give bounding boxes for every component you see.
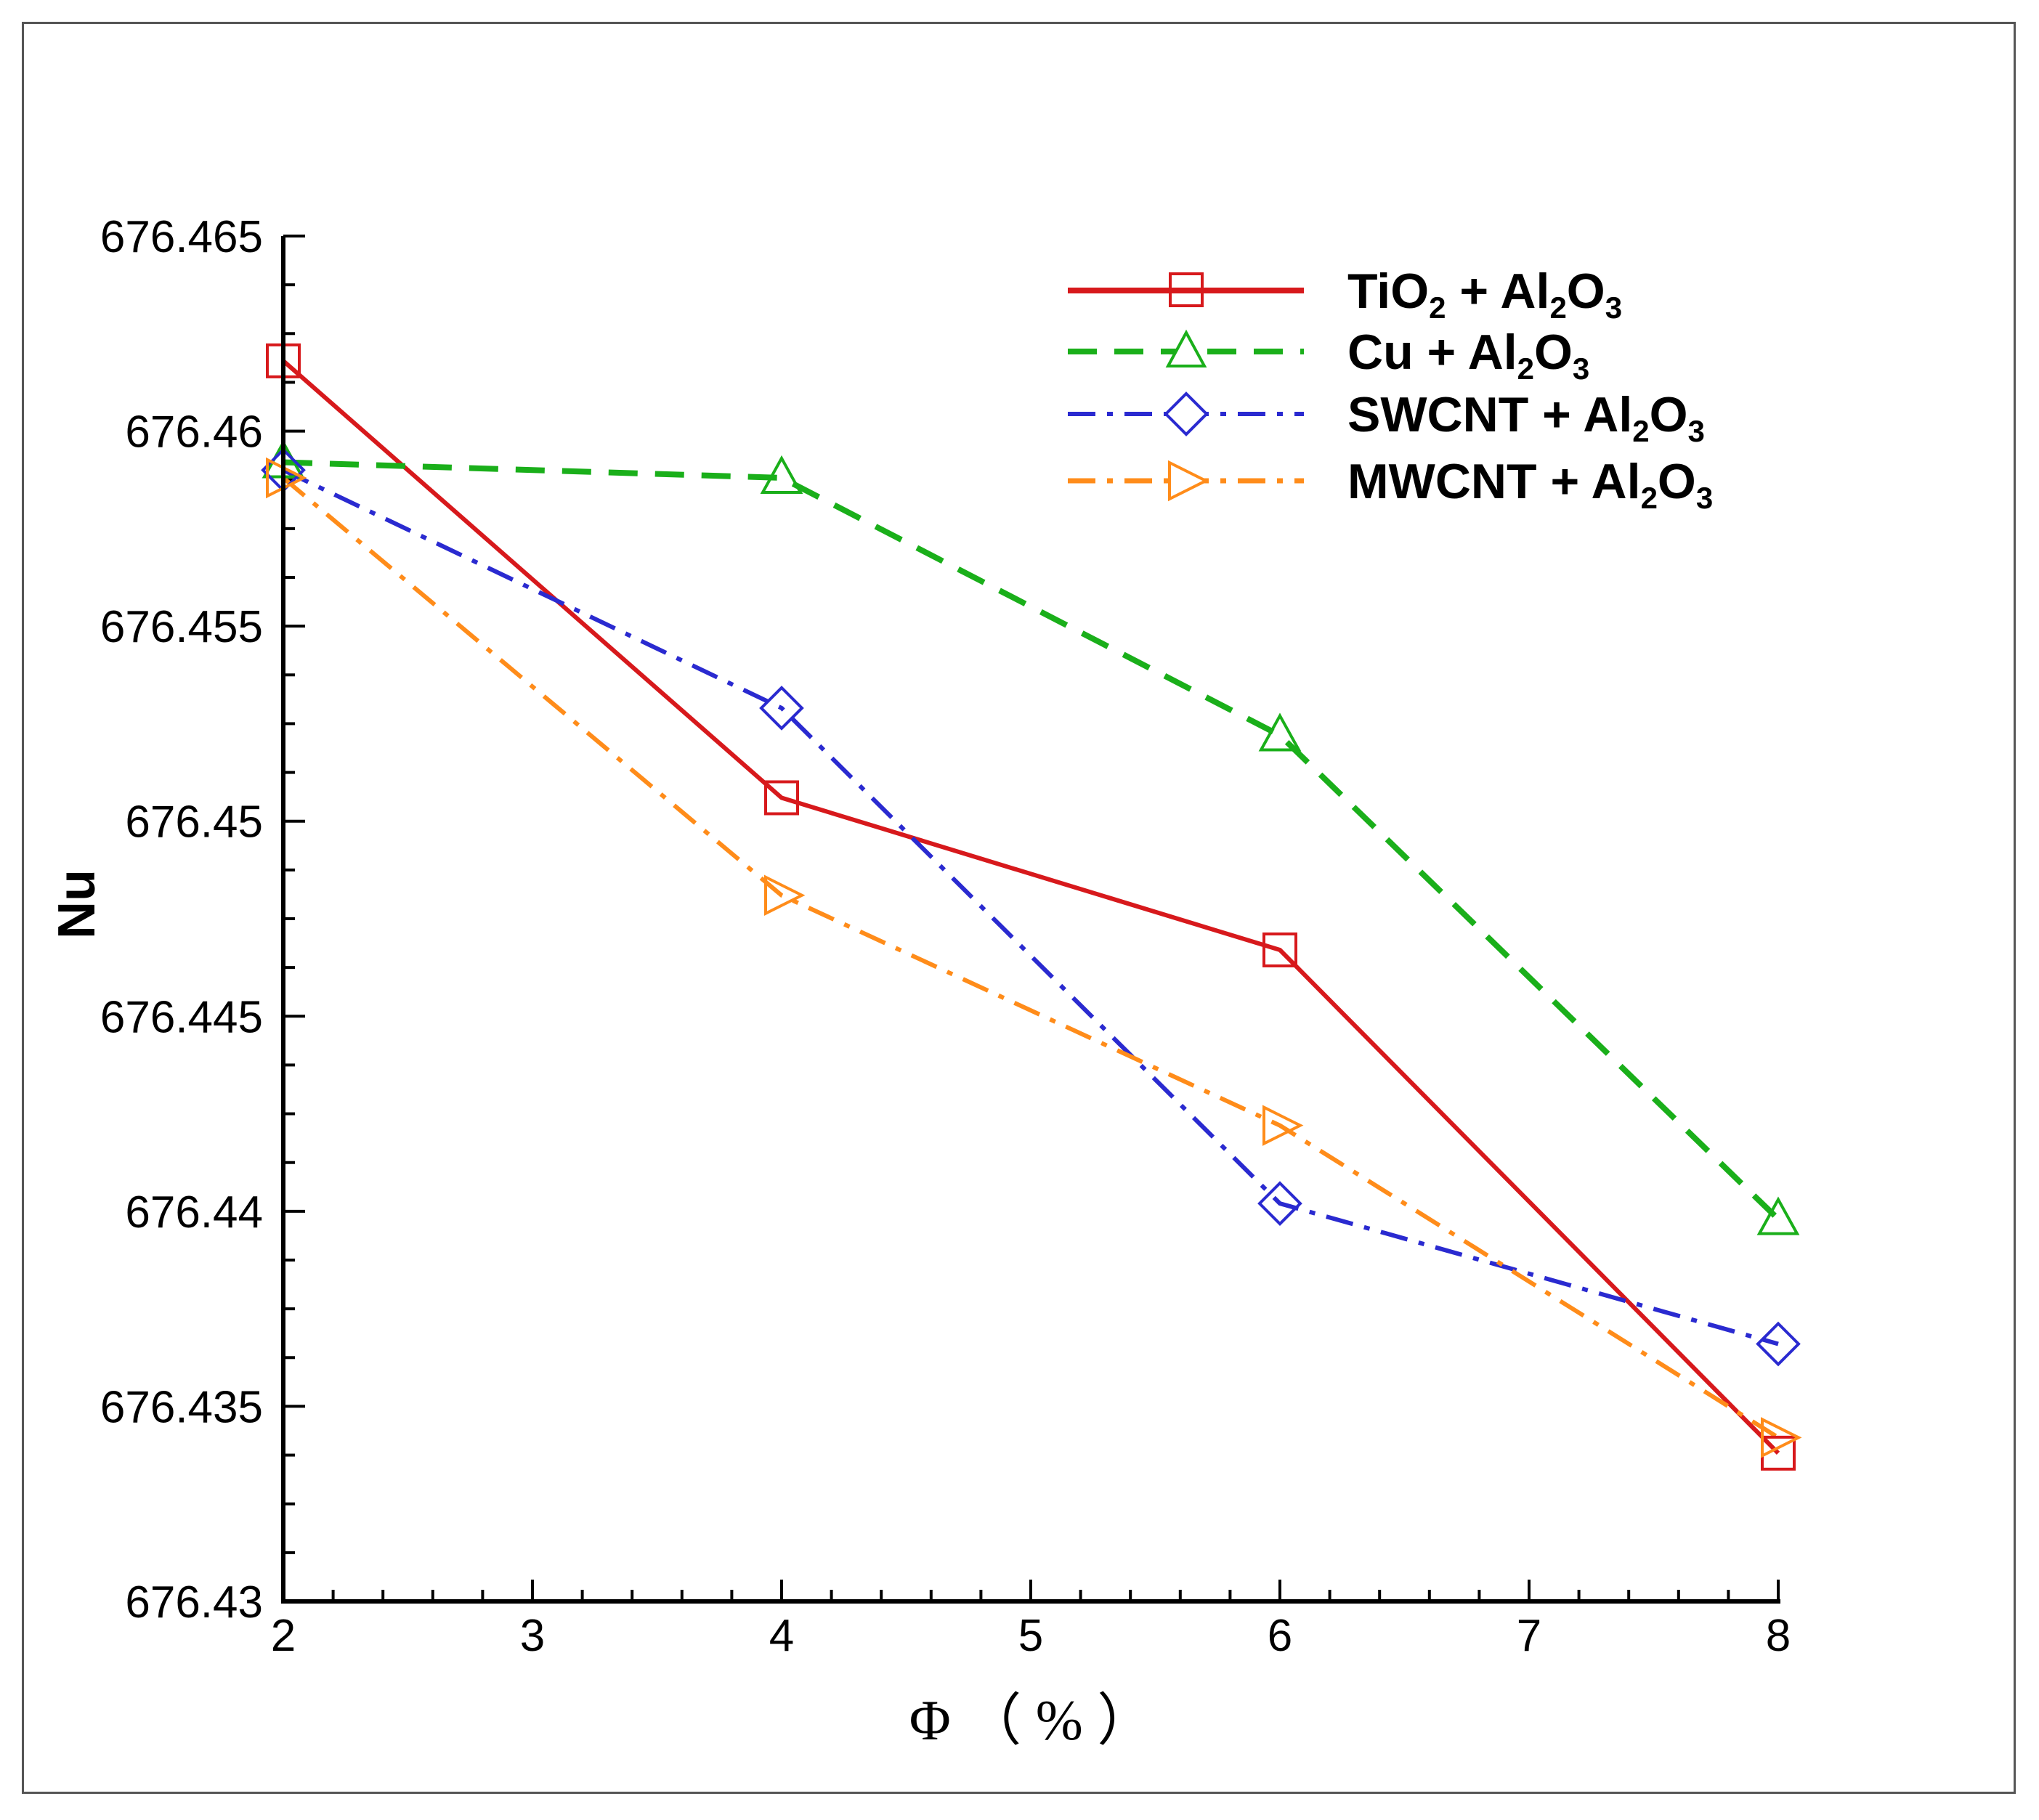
triangle-marker <box>1258 712 1302 752</box>
legend-entry-mwcnt: MWCNT + Al2O3 <box>1068 454 1713 515</box>
square-marker-icon <box>1169 272 1204 307</box>
y-tick-label: 676.465 <box>100 212 263 262</box>
y-tick-label: 676.43 <box>125 1577 263 1628</box>
x-tick-label: 8 <box>1766 1611 1791 1661</box>
x-tick-label: 7 <box>1517 1611 1541 1661</box>
diamond-marker <box>759 686 804 731</box>
legend: TiO2 + Al2O3 Cu + Al2O3 SWCNT + Al2O3 MW… <box>1068 264 1713 515</box>
y-tick-label: 676.435 <box>100 1382 263 1432</box>
y-tick-label: 676.455 <box>100 602 263 652</box>
y-tick-labels: 676.43 676.435 676.44 676.445 676.45 676.455 6… <box>100 212 263 1628</box>
triangle-right-marker <box>1761 1417 1802 1458</box>
figure-frame <box>22 22 2016 1794</box>
legend-label-cu: Cu + Al2O3 <box>1347 325 1589 386</box>
square-marker <box>764 780 799 816</box>
series-markers <box>261 343 1802 1471</box>
y-tick-label: 676.46 <box>125 407 263 458</box>
legend-label-swcnt: SWCNT + Al2O3 <box>1347 387 1705 448</box>
series-line <box>282 468 1779 1346</box>
legend-label-tio2: TiO2 + Al2O3 <box>1347 264 1622 325</box>
x-tick-label: 6 <box>1268 1611 1292 1661</box>
diamond-marker <box>1756 1321 1801 1367</box>
y-tick-label: 676.45 <box>125 797 263 848</box>
legend-entry-tio2: TiO2 + Al2O3 <box>1068 264 1622 325</box>
y-tick-label: 676.445 <box>100 992 263 1042</box>
triangle-marker <box>760 455 803 495</box>
triangle-marker <box>1756 1196 1800 1235</box>
series-line <box>282 359 1780 1455</box>
y-tick-label: 676.44 <box>125 1187 263 1238</box>
legend-entry-swcnt: SWCNT + Al2O3 <box>1068 387 1705 448</box>
x-tick-labels: 2 3 4 5 6 7 8 <box>271 1611 1791 1661</box>
square-marker <box>1262 932 1297 967</box>
diamond-marker-icon <box>1164 391 1209 436</box>
x-axis-title: Φ （ % ） <box>909 1689 1154 1752</box>
diamond-marker <box>1257 1181 1302 1226</box>
triangle-marker-icon <box>1165 329 1207 367</box>
x-tick-label: 5 <box>1018 1611 1043 1661</box>
triangle-right-marker <box>764 874 806 917</box>
legend-entry-cu: Cu + Al2O3 <box>1068 325 1589 386</box>
x-tick-label: 3 <box>520 1611 545 1661</box>
triangle-right-marker <box>1262 1105 1304 1146</box>
triangle-right-marker-icon <box>1168 460 1209 502</box>
legend-label-mwcnt: MWCNT + Al2O3 <box>1347 454 1713 515</box>
series-lines <box>282 359 1780 1455</box>
y-axis-title: Nu <box>48 869 106 939</box>
x-tick-label: 4 <box>769 1611 794 1661</box>
series-line <box>282 476 1780 1439</box>
series-line <box>283 459 1780 1222</box>
x-tick-label: 2 <box>271 1611 296 1661</box>
